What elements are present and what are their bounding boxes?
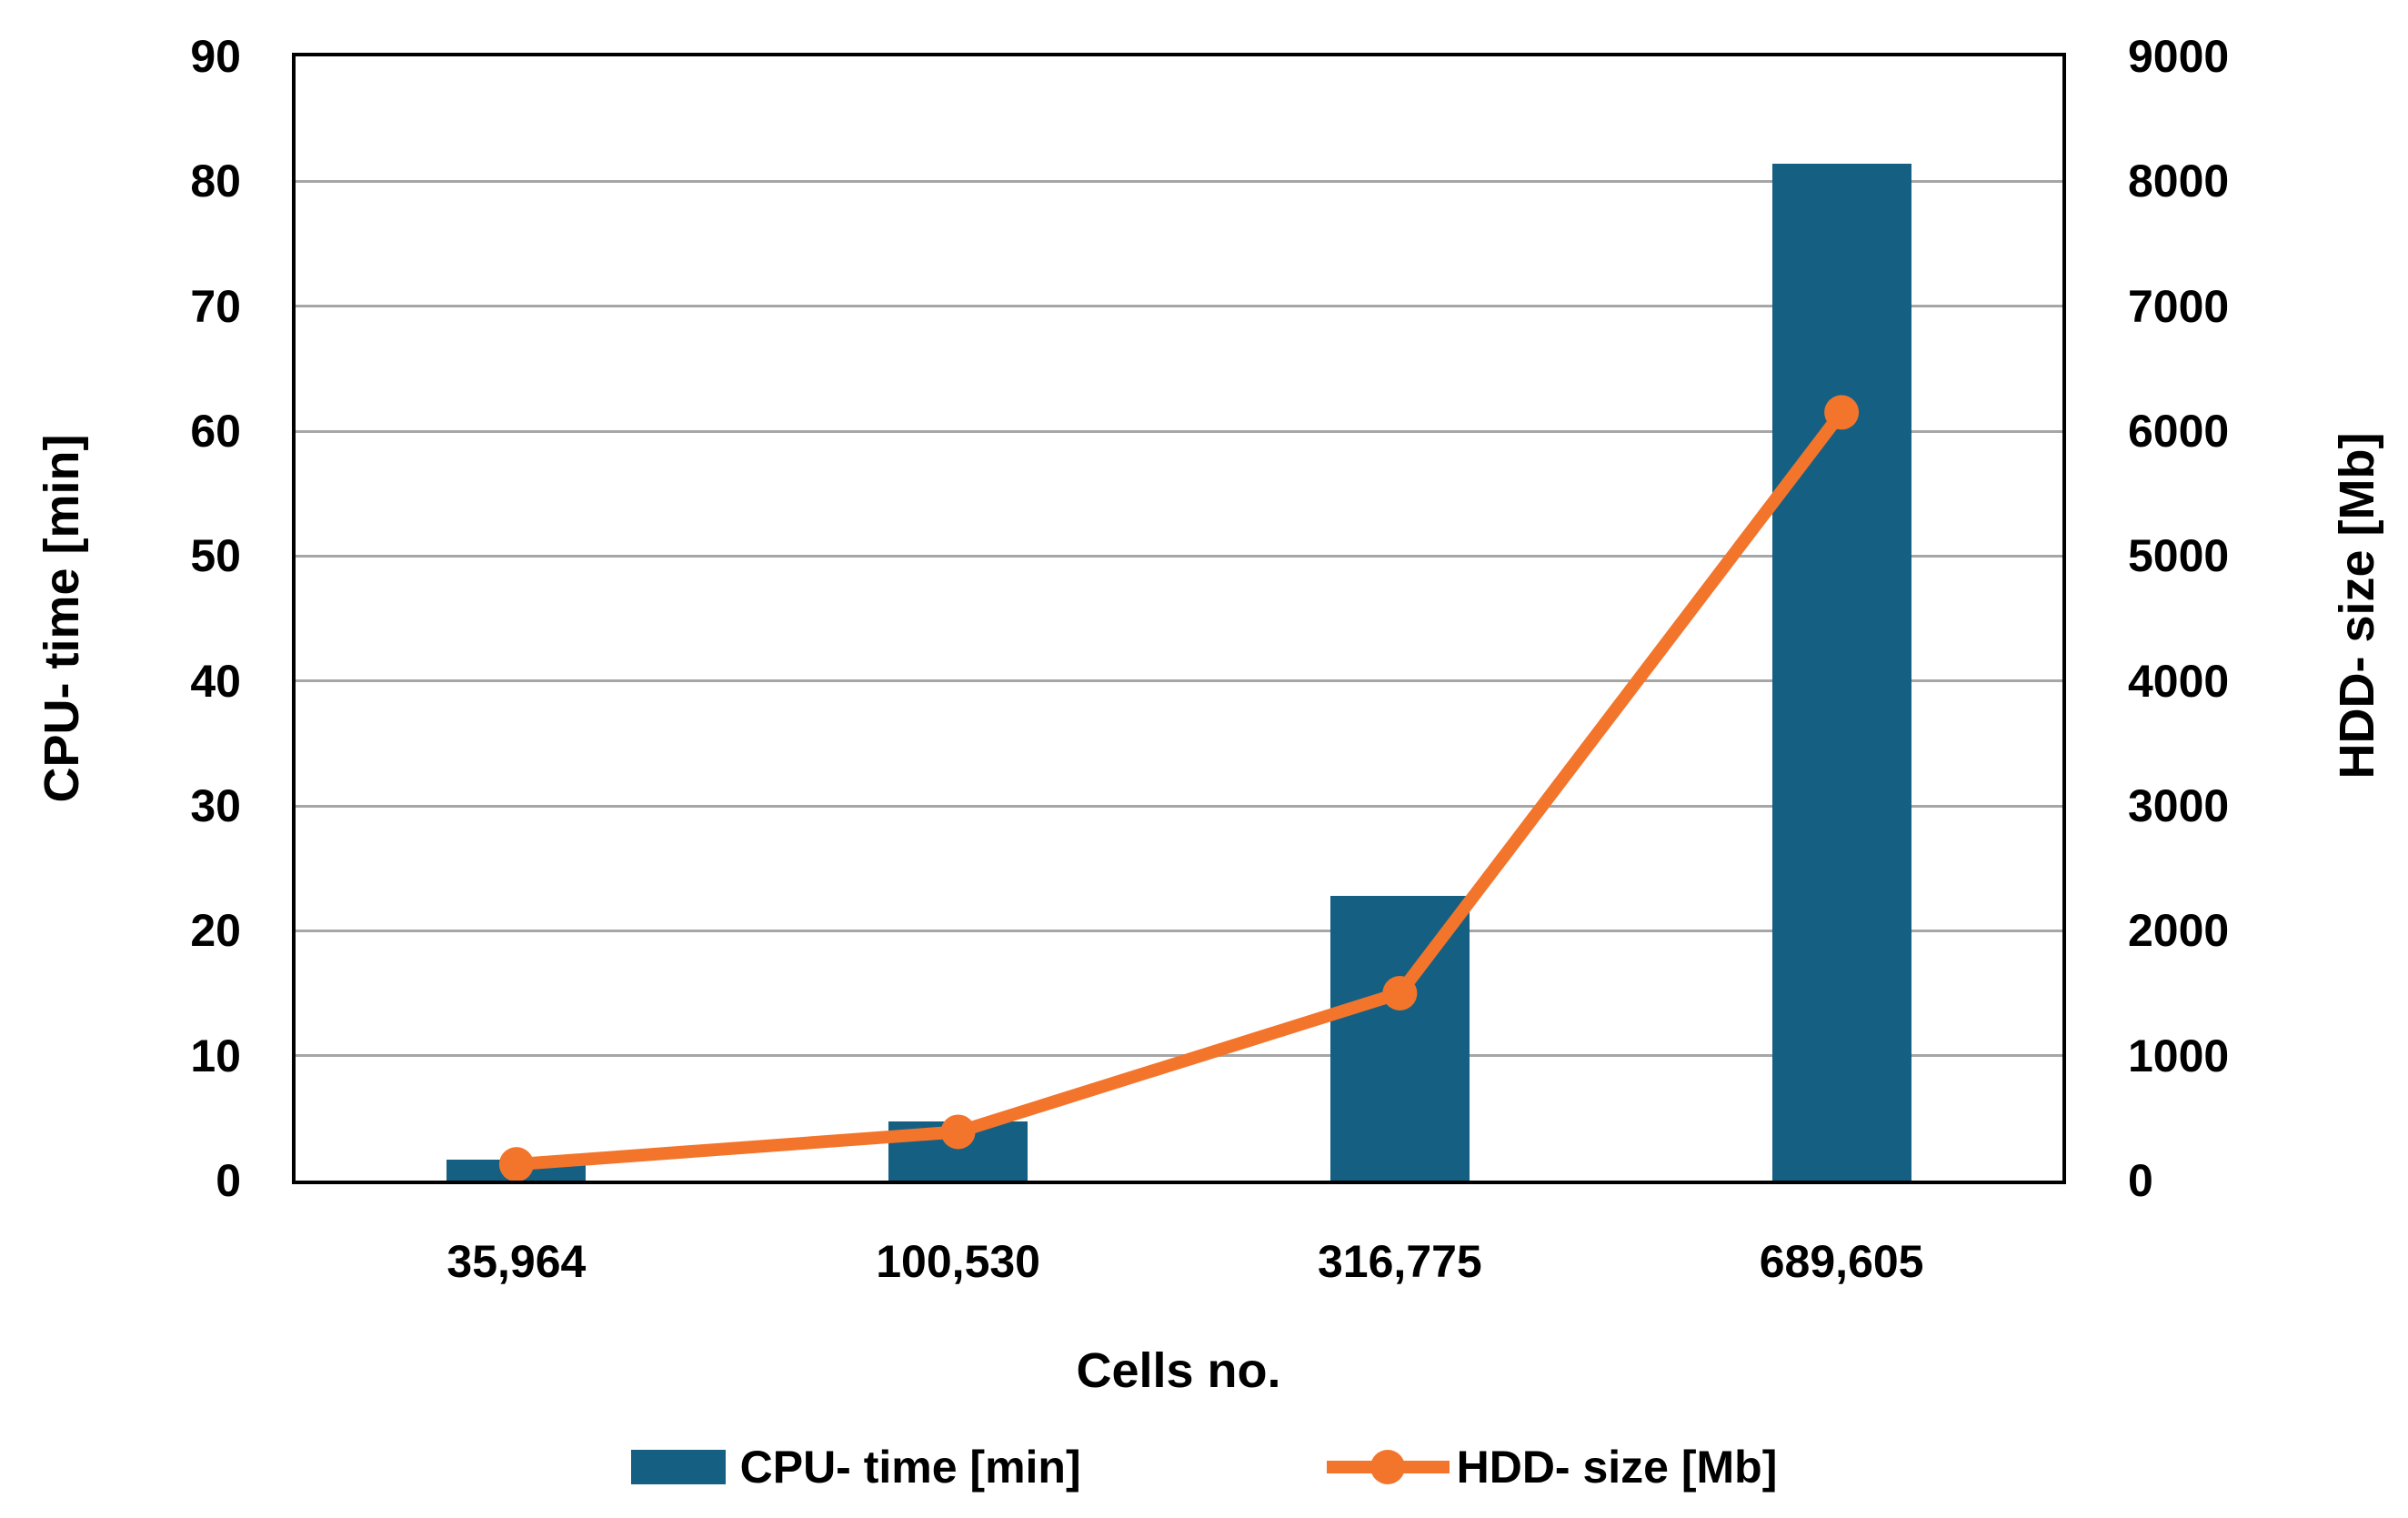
gridline (296, 305, 2062, 308)
line-series-layer (498, 395, 1860, 1181)
right-axis-title: HDD- size [Mb] (2330, 432, 2384, 779)
legend: CPU- time [min] HDD- size [Mb] (0, 1444, 2408, 1490)
right-tick-label: 6000 (2128, 406, 2230, 457)
legend-label: HDD- size [Mb] (1456, 1442, 1778, 1493)
left-tick-label: 20 (190, 905, 241, 957)
plot-area (292, 53, 2066, 1184)
gridline (296, 679, 2062, 683)
right-tick-label: 2000 (2128, 905, 2230, 957)
right-tick-label: 5000 (2128, 530, 2230, 582)
right-tick-label: 8000 (2128, 156, 2230, 207)
legend-label: CPU- time [min] (739, 1442, 1081, 1493)
legend-line-marker (1326, 1450, 1450, 1484)
bar-cpu-time (1771, 164, 1911, 1181)
left-axis-title: CPU- time [min] (35, 434, 89, 803)
legend-item: HDD- size [Mb] (1326, 1442, 1778, 1493)
right-tick-label: 4000 (2128, 655, 2230, 707)
gridline (296, 1054, 2062, 1058)
left-tick-label: 80 (190, 156, 241, 207)
legend-marker-dot (1370, 1450, 1405, 1484)
line-marker (498, 1147, 534, 1181)
legend-bar-swatch (630, 1450, 726, 1484)
left-tick-label: 0 (216, 1155, 241, 1206)
right-tick-label: 0 (2128, 1155, 2153, 1206)
left-tick-label: 60 (190, 406, 241, 457)
x-category-label: 689,605 (1759, 1236, 1924, 1287)
x-category-label: 316,775 (1318, 1236, 1482, 1287)
right-tick-label: 9000 (2128, 31, 2230, 82)
line-marker (1824, 395, 1860, 430)
line-marker (1382, 976, 1418, 1010)
right-tick-label: 3000 (2128, 780, 2230, 831)
gridline (296, 429, 2062, 433)
left-tick-label: 50 (190, 530, 241, 582)
x-category-label: 35,964 (446, 1236, 587, 1287)
bar-cpu-time (1329, 895, 1470, 1181)
gridline (296, 179, 2062, 183)
left-tick-label: 90 (190, 31, 241, 82)
right-tick-label: 1000 (2128, 1030, 2230, 1081)
right-tick-label: 7000 (2128, 280, 2230, 332)
left-tick-label: 10 (190, 1030, 241, 1081)
line-hdd-size (509, 406, 1849, 1171)
x-category-label: 100,530 (876, 1236, 1040, 1287)
gridline (296, 804, 2062, 808)
x-axis-title: Cells no. (1076, 1343, 1281, 1398)
gridline (296, 554, 2062, 558)
gridline (296, 929, 2062, 932)
left-tick-label: 40 (190, 655, 241, 707)
legend-item: CPU- time [min] (630, 1442, 1081, 1493)
left-tick-label: 70 (190, 280, 241, 332)
left-tick-label: 30 (190, 780, 241, 831)
line-marker (940, 1114, 976, 1150)
